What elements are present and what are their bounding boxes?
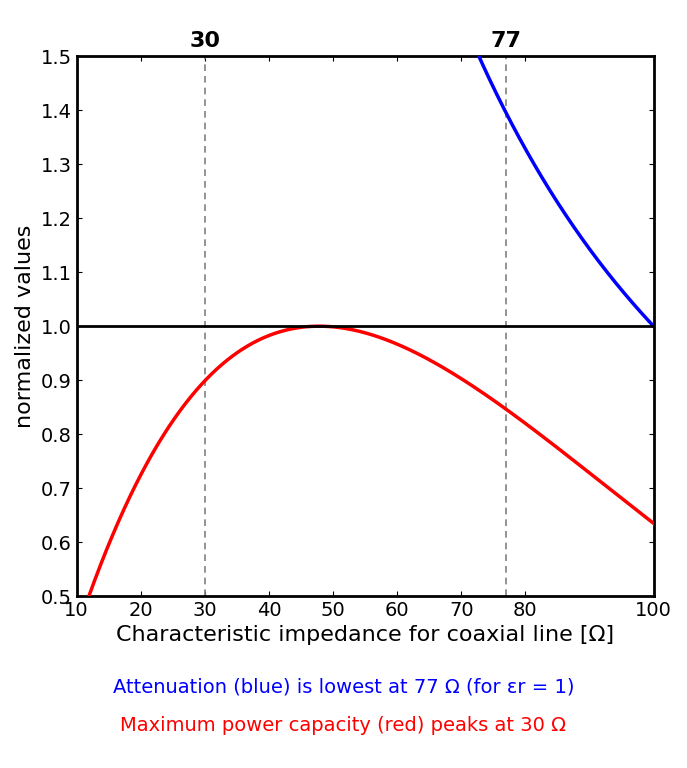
Text: 77: 77 bbox=[491, 31, 521, 51]
Text: Attenuation (blue) is lowest at 77 Ω (for εr = 1): Attenuation (blue) is lowest at 77 Ω (fo… bbox=[113, 678, 574, 697]
Y-axis label: normalized values: normalized values bbox=[15, 224, 35, 428]
X-axis label: Characteristic impedance for coaxial line [Ω]: Characteristic impedance for coaxial lin… bbox=[116, 625, 614, 645]
Text: Maximum power capacity (red) peaks at 30 Ω: Maximum power capacity (red) peaks at 30… bbox=[120, 717, 567, 735]
Text: 30: 30 bbox=[190, 31, 221, 51]
